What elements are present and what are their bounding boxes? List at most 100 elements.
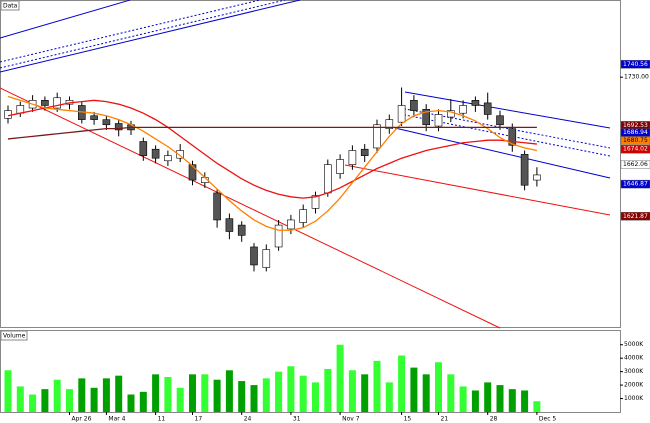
candle-body: [41, 100, 49, 106]
volume-bar: [90, 387, 98, 412]
volume-bar: [238, 381, 246, 412]
volume-bar: [41, 389, 49, 412]
volume-bar: [152, 374, 160, 412]
volume-bar: [102, 378, 110, 412]
volume-bar: [422, 374, 430, 412]
price-flag-label: 1680.75: [623, 137, 648, 144]
candle-body: [151, 148, 160, 159]
price-flag: [620, 144, 650, 154]
trendline: [0, 0, 131, 39]
trendline: [0, 0, 286, 69]
volume-bar: [496, 385, 504, 412]
price-flag-label: 1674.02: [623, 146, 648, 153]
candle-body: [496, 115, 504, 126]
price-flag-label: 1621.87: [623, 213, 648, 220]
candle-body: [287, 219, 295, 230]
volume-bar: [201, 374, 209, 412]
x-tick-label: Dec 5: [539, 416, 557, 423]
x-tick-label: Nov 7: [342, 416, 360, 423]
trendlines: [0, 0, 611, 329]
price-flag: [620, 179, 650, 189]
volume-bar: [447, 374, 455, 412]
volume-bar: [471, 390, 479, 412]
volume-bar: [139, 391, 147, 412]
price-flag-label: 1740.56: [623, 61, 648, 68]
x-tick-label: 15: [404, 416, 412, 423]
x-tick-label: 28: [490, 416, 498, 423]
volume-bar: [312, 382, 319, 412]
candle-body: [336, 159, 344, 174]
volume-bar: [213, 379, 221, 412]
candle-body: [299, 209, 308, 223]
volume-bar: [250, 385, 258, 412]
volume-title-box: [0, 330, 28, 341]
volume-tick-label: 3000K: [624, 368, 644, 375]
x-tick-label: Apr 26: [72, 416, 92, 423]
candle-body: [139, 141, 148, 156]
candle-body: [188, 164, 197, 181]
candle-body: [360, 148, 369, 156]
price-flag: [620, 160, 650, 169]
volume-bar: [176, 387, 184, 412]
x-tick-label: 31: [293, 416, 301, 423]
candle-body: [533, 174, 541, 181]
volume-bar: [533, 401, 541, 412]
candle-body: [311, 195, 320, 209]
price-flag-label: 1646.87: [623, 181, 648, 188]
trendline: [0, 87, 501, 329]
candle-body: [508, 128, 517, 146]
candle-body: [53, 97, 62, 109]
moving-average: [7, 95, 538, 231]
volume-bar: [435, 362, 442, 412]
candle-body: [102, 119, 111, 126]
volume-bar: [361, 374, 369, 412]
candle-body: [114, 123, 123, 131]
volume-tick-label: 4000K: [624, 355, 644, 362]
candle-body: [422, 109, 431, 126]
volume-bar: [287, 366, 295, 412]
trendline: [0, 0, 301, 73]
volume-bar: [53, 379, 61, 412]
trendline: [404, 91, 611, 129]
candle-body: [348, 150, 357, 165]
volume-bar: [4, 370, 12, 412]
candle-body: [164, 155, 172, 162]
volume-tick-label: 1000K: [624, 395, 644, 402]
volume-bar: [410, 367, 418, 412]
candle-body: [262, 249, 271, 268]
candle-body: [434, 114, 443, 127]
candle-body: [520, 154, 529, 186]
x-tick-label: Mar 4: [108, 416, 125, 423]
volume-bar: [336, 344, 344, 412]
volume-bar: [115, 375, 123, 412]
candle-body: [446, 110, 455, 118]
candle-body: [237, 224, 246, 236]
price-flag: [620, 136, 650, 145]
price-flag: [620, 60, 650, 69]
y-tick-label: 1730.00: [624, 74, 649, 81]
title-box: [0, 0, 20, 11]
candle-body: [373, 124, 381, 149]
candle-body: [213, 192, 221, 221]
volume-bar: [324, 368, 332, 412]
volume-bar: [189, 374, 196, 412]
candle-body: [410, 100, 418, 111]
x-tick-label: 17: [195, 416, 203, 423]
candle-body: [250, 246, 258, 266]
volume-bar: [398, 355, 406, 412]
candle-body: [483, 102, 492, 115]
price-flag: [620, 212, 650, 221]
candle-body: [225, 218, 234, 232]
volume-tick-label: 2000K: [624, 382, 644, 389]
volume-bar: [164, 377, 172, 412]
volume-bar: [348, 370, 356, 412]
volume-bar: [225, 370, 233, 412]
price-flag-label: 1686.94: [623, 129, 648, 136]
x-tick-label: 11: [158, 416, 166, 423]
chart-title: Data: [3, 3, 18, 10]
price-flag-label: 1662.06: [623, 161, 648, 168]
volume-bar: [459, 386, 467, 412]
candle-body: [471, 100, 480, 106]
volume-bar: [78, 378, 86, 412]
